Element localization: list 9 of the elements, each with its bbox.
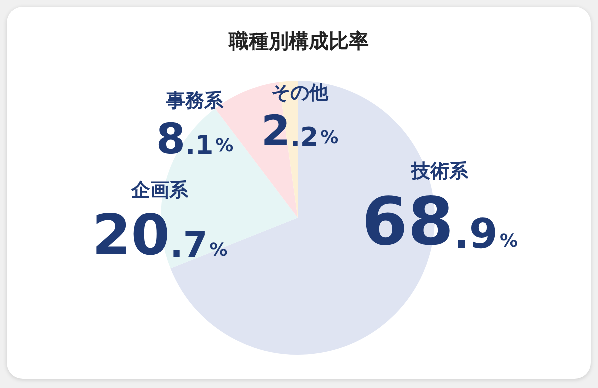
data-label: 20.7% [92, 204, 228, 268]
slice-label: 事務系 [166, 90, 224, 112]
data-label: 2.2% [261, 106, 339, 156]
chart-title: 職種別構成比率 [228, 29, 369, 53]
data-label: 68.9% [362, 184, 518, 260]
data-label: 8.1% [156, 114, 234, 164]
slice-label: 企画系 [130, 180, 190, 202]
slice-label: 技術系 [410, 160, 470, 182]
slice-label: その他 [272, 82, 330, 104]
